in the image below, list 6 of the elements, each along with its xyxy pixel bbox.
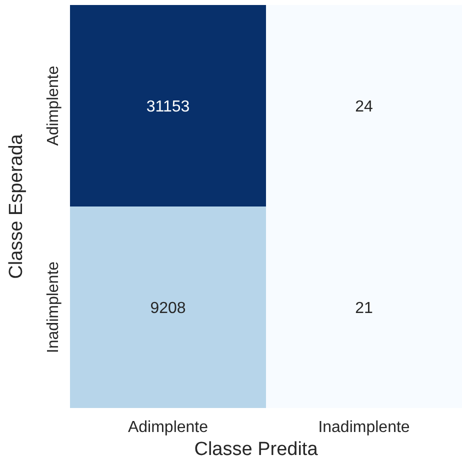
data-label: 21: [355, 300, 373, 317]
x-axis-title: Classe Predita: [194, 439, 318, 460]
data-label: 24: [355, 98, 373, 116]
data-label: 31153: [146, 98, 190, 116]
y-axis-title: Classe Esperada: [6, 134, 27, 279]
data-label: 9208: [150, 300, 186, 317]
